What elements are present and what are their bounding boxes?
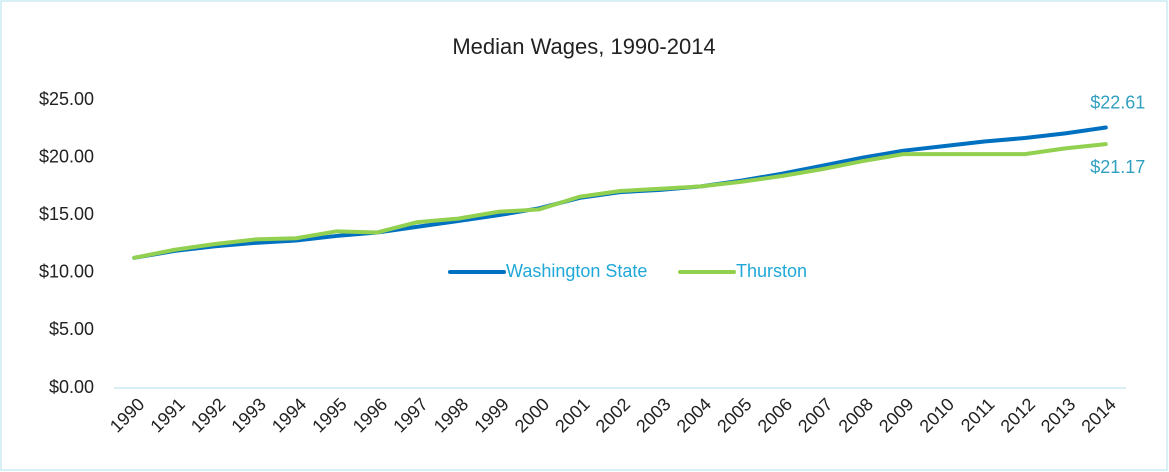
y-tick-label: $20.00 [39,146,94,166]
chart-title: Median Wages, 1990-2014 [452,34,715,59]
y-tick-label: $10.00 [39,262,94,282]
series-line [132,142,1108,260]
data-label: $22.61 [1090,92,1145,112]
y-tick-label: $5.00 [49,319,94,339]
y-tick-label: $0.00 [49,377,94,397]
legend-label: Washington State [506,261,647,281]
legend-label: Thurston [736,261,807,281]
y-tick-label: $15.00 [39,204,94,224]
y-tick-label: $25.00 [39,89,94,109]
data-label: $21.17 [1090,157,1145,177]
